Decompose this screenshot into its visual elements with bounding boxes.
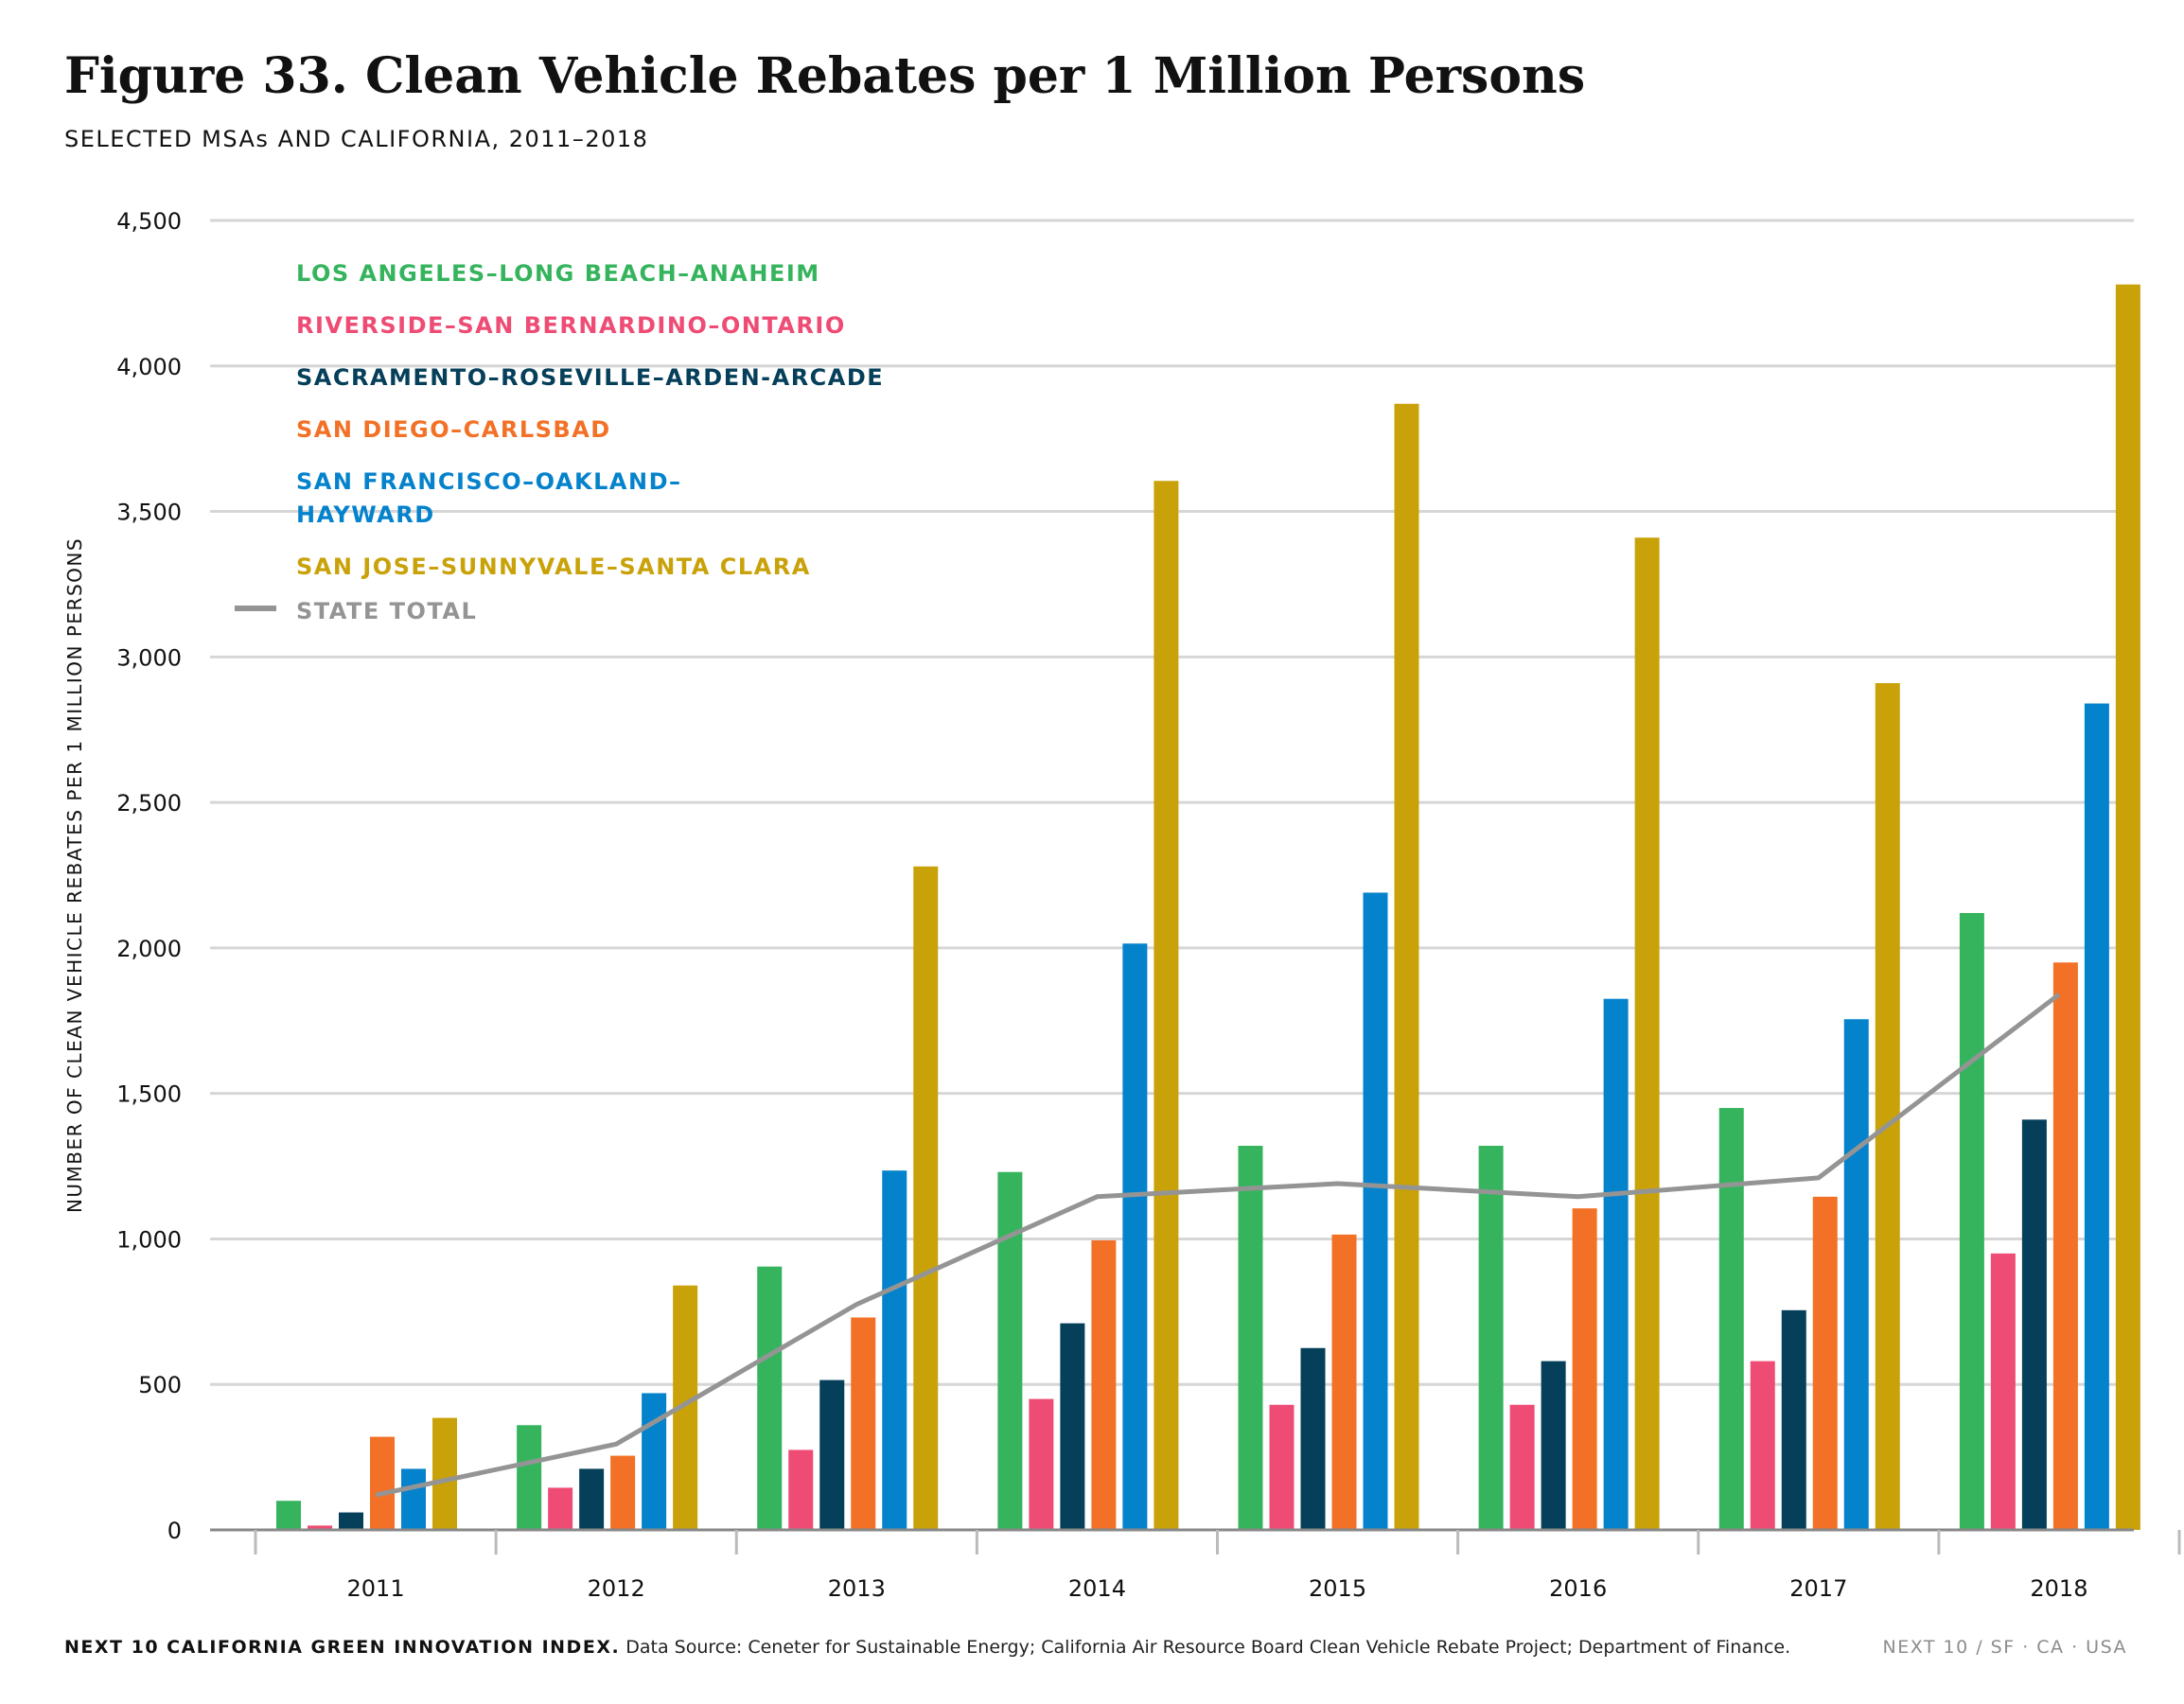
bar xyxy=(1394,403,1419,1530)
x-tick-label: 2015 xyxy=(1309,1575,1366,1602)
y-tick-label: 4,000 xyxy=(116,354,182,380)
bar xyxy=(1634,537,1660,1530)
bar xyxy=(610,1455,636,1530)
bar xyxy=(370,1436,395,1530)
bar xyxy=(1875,683,1900,1530)
bar xyxy=(1718,1108,1744,1530)
state-total-series-line xyxy=(375,993,2061,1498)
bar xyxy=(2084,703,2109,1530)
bar xyxy=(642,1393,667,1530)
bar xyxy=(401,1468,426,1530)
bar xyxy=(1238,1146,1263,1530)
bar xyxy=(1509,1404,1535,1530)
x-tick-label: 2012 xyxy=(588,1575,645,1602)
bar xyxy=(308,1525,332,1530)
bar xyxy=(1603,998,1629,1530)
x-tick-label: 2018 xyxy=(2030,1575,2087,1602)
y-axis-ticks: 0 500 1,000 1,500 2,000 2,500 3,000 3,500 4,000 4… xyxy=(116,208,182,1544)
legend-label: RIVERSIDE–SAN BERNARDINO–ONTARIO xyxy=(296,312,846,339)
bar xyxy=(548,1487,573,1530)
legend-label: SACRAMENTO–ROSEVILLE–ARDEN-ARCADE xyxy=(296,364,884,391)
bar xyxy=(1750,1361,1775,1530)
bar xyxy=(1091,1239,1117,1530)
footer-source-note: Data Source: Ceneter for Sustainable Ene… xyxy=(625,1637,1791,1658)
legend-label: STATE TOTAL xyxy=(296,598,477,624)
y-tick-label: 500 xyxy=(138,1372,182,1398)
x-tick-label: 2017 xyxy=(1789,1575,1847,1602)
legend-label: SAN DIEGO–CARLSBAD xyxy=(296,416,611,443)
bar xyxy=(1122,943,1148,1530)
bar xyxy=(1029,1398,1054,1530)
bar xyxy=(913,866,939,1530)
x-tick-label: 2014 xyxy=(1068,1575,1126,1602)
state-total-line xyxy=(375,993,2061,1498)
bar xyxy=(432,1417,457,1530)
y-tick-label: 2,000 xyxy=(116,936,182,962)
bar xyxy=(2052,962,2078,1530)
bar xyxy=(579,1468,605,1530)
bar xyxy=(1154,481,1179,1530)
bar xyxy=(1959,912,1984,1530)
legend-label: HAYWARD xyxy=(296,501,435,528)
chart-subtitle: SELECTED MSAs AND CALIFORNIA, 2011–2018 xyxy=(64,126,649,152)
footer-source-label: NEXT 10 CALIFORNIA GREEN INNOVATION INDE… xyxy=(64,1637,621,1658)
bar xyxy=(1812,1196,1838,1530)
y-tick-label: 1,000 xyxy=(116,1226,182,1253)
x-tick-label: 2011 xyxy=(347,1575,405,1602)
bar xyxy=(1781,1309,1806,1530)
bar xyxy=(1331,1234,1357,1530)
legend: LOS ANGELES–LONG BEACH–ANAHEIM RIVERSIDE–… xyxy=(235,260,884,624)
y-tick-label: 4,500 xyxy=(116,208,182,235)
y-tick-label: 3,500 xyxy=(116,500,182,526)
legend-label: SAN JOSE–SUNNYVALE–SANTA CLARA xyxy=(296,553,811,580)
bar xyxy=(1478,1146,1504,1530)
bar xyxy=(757,1266,783,1530)
bar xyxy=(882,1170,907,1530)
y-axis-label: NUMBER OF CLEAN VEHICLE REBATES PER 1 MI… xyxy=(63,537,86,1213)
bar xyxy=(851,1317,876,1530)
legend-label: LOS ANGELES–LONG BEACH–ANAHEIM xyxy=(296,260,820,287)
y-tick-label: 0 xyxy=(167,1518,182,1544)
bar xyxy=(819,1379,845,1530)
footer: NEXT 10 CALIFORNIA GREEN INNOVATION INDE… xyxy=(64,1637,2127,1658)
bar xyxy=(276,1501,301,1530)
y-tick-label: 2,500 xyxy=(116,790,182,817)
bars xyxy=(276,284,2140,1530)
legend-label: SAN FRANCISCO–OAKLAND– xyxy=(296,468,681,495)
bar xyxy=(788,1449,814,1530)
x-tick-label: 2016 xyxy=(1549,1575,1607,1602)
bar xyxy=(997,1171,1023,1530)
bar xyxy=(1363,892,1388,1530)
x-axis: 2011 2012 2013 2014 2015 2016 2017 2018 xyxy=(210,1528,2181,1602)
bar xyxy=(339,1512,363,1530)
bar xyxy=(517,1425,542,1530)
bar xyxy=(1269,1404,1295,1530)
y-tick-label: 3,000 xyxy=(116,644,182,671)
bar xyxy=(1572,1208,1597,1530)
chart-title: Figure 33. Clean Vehicle Rebates per 1 M… xyxy=(64,47,1586,105)
bar xyxy=(1300,1347,1326,1530)
bar xyxy=(1990,1253,2016,1530)
bar xyxy=(2115,284,2140,1530)
bar xyxy=(1541,1361,1566,1530)
bar xyxy=(2021,1119,2047,1530)
x-tick-label: 2013 xyxy=(828,1575,886,1602)
bar xyxy=(1060,1323,1085,1530)
footer-brand: NEXT 10 / SF · CA · USA xyxy=(1882,1637,2127,1658)
y-tick-label: 1,500 xyxy=(116,1081,182,1108)
bar xyxy=(1843,1019,1869,1530)
